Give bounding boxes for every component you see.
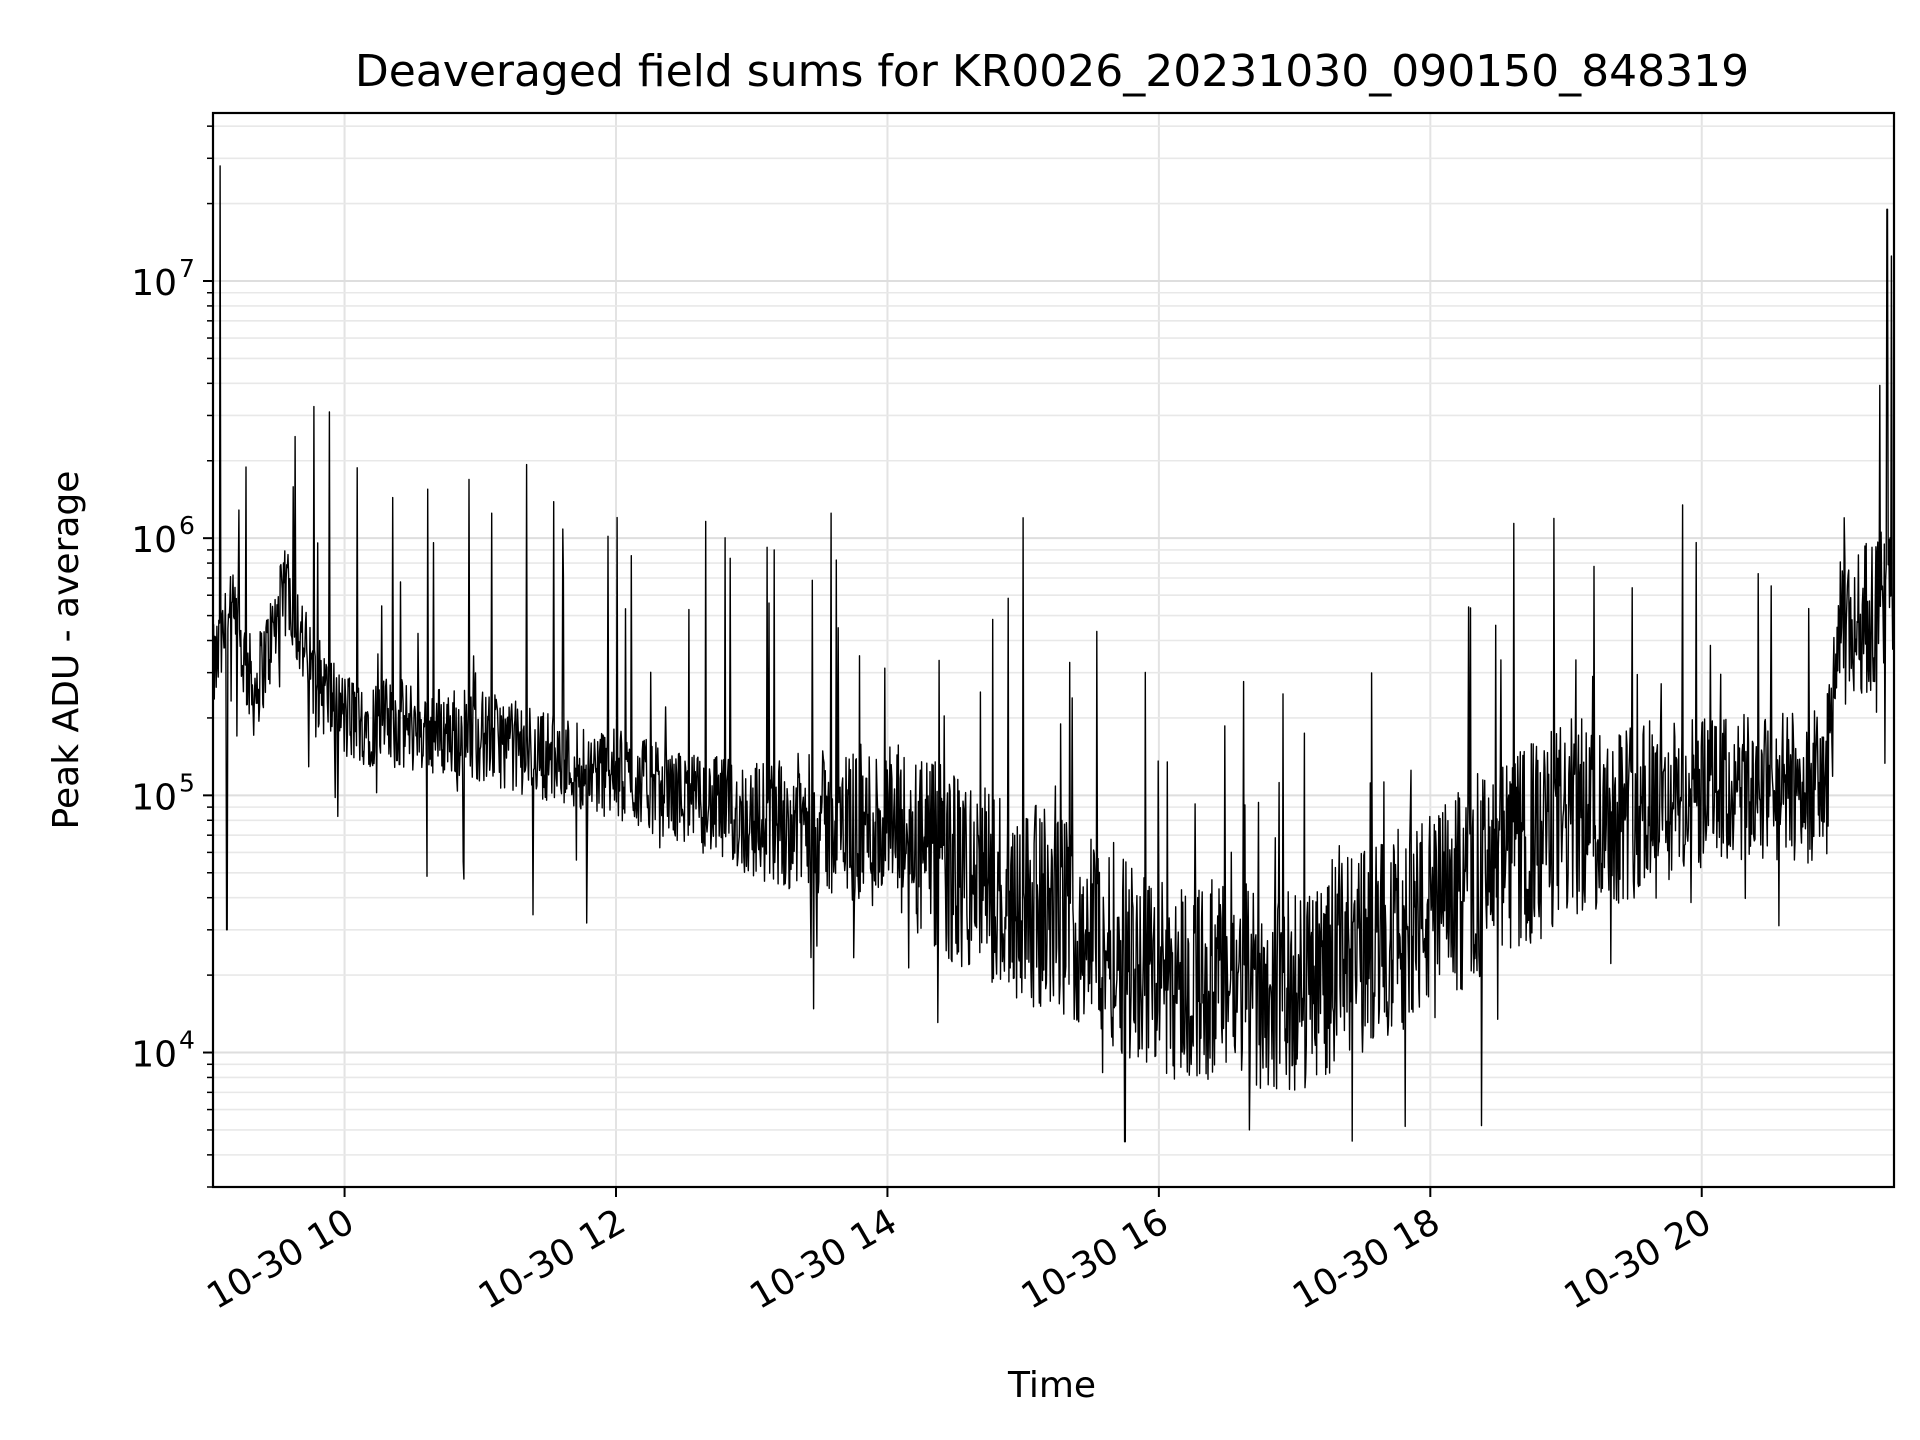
y-tick-label: 10 xyxy=(131,777,177,818)
y-axis-label: Peak ADU - average xyxy=(46,471,87,830)
y-tick-label: 10 xyxy=(131,263,177,304)
chart-title: Deaveraged field sums for KR0026_2023103… xyxy=(355,46,1749,97)
plot-frame xyxy=(211,111,1896,1189)
y-tick-label: 10 xyxy=(131,520,177,561)
y-tick-exponent: 4 xyxy=(179,1026,195,1055)
series-line xyxy=(212,165,1895,1143)
y-tick-exponent: 5 xyxy=(179,768,195,797)
x-axis-label: Time xyxy=(1007,1365,1096,1406)
y-tick-label: 10 xyxy=(131,1035,177,1076)
series-group xyxy=(212,165,1895,1143)
y-tick-exponent: 7 xyxy=(179,254,195,283)
y-tick-exponent: 6 xyxy=(179,511,195,540)
